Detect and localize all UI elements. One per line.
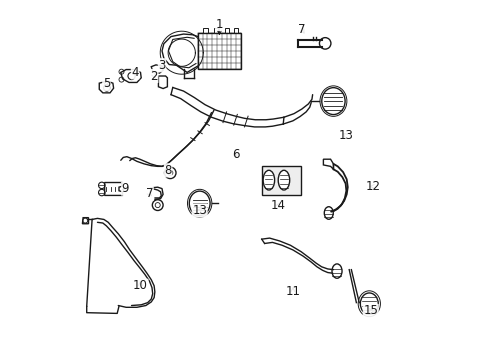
Polygon shape [158, 76, 167, 89]
Text: 8: 8 [164, 164, 171, 177]
Ellipse shape [331, 264, 341, 278]
Text: 9: 9 [122, 182, 129, 195]
Bar [198, 33, 241, 69]
Text: 15: 15 [363, 305, 377, 318]
Text: 11: 11 [285, 285, 300, 298]
Text: 1: 1 [215, 18, 223, 31]
Ellipse shape [278, 170, 289, 190]
Text: 2: 2 [150, 69, 158, 82]
Bar [261, 166, 301, 195]
Text: 12: 12 [366, 180, 380, 193]
Polygon shape [121, 69, 141, 82]
Ellipse shape [189, 191, 210, 216]
Text: 7: 7 [298, 23, 305, 36]
Polygon shape [323, 159, 333, 169]
Text: 3: 3 [158, 59, 165, 72]
Text: 6: 6 [231, 148, 239, 161]
Bar [224, 28, 228, 33]
Text: 10: 10 [133, 279, 148, 292]
Polygon shape [151, 65, 163, 73]
Polygon shape [82, 218, 88, 224]
Ellipse shape [360, 293, 378, 315]
Text: 5: 5 [102, 77, 110, 90]
Polygon shape [99, 81, 113, 93]
Ellipse shape [263, 170, 274, 190]
Text: 13: 13 [192, 204, 207, 217]
Ellipse shape [324, 207, 333, 219]
Text: 7: 7 [145, 187, 153, 200]
Bar [214, 28, 218, 33]
Text: 13: 13 [338, 129, 353, 143]
Text: 14: 14 [270, 199, 285, 212]
Bar [233, 28, 238, 33]
Ellipse shape [321, 87, 345, 114]
Polygon shape [104, 183, 122, 195]
Text: 4: 4 [131, 66, 139, 79]
Bar [203, 28, 207, 33]
